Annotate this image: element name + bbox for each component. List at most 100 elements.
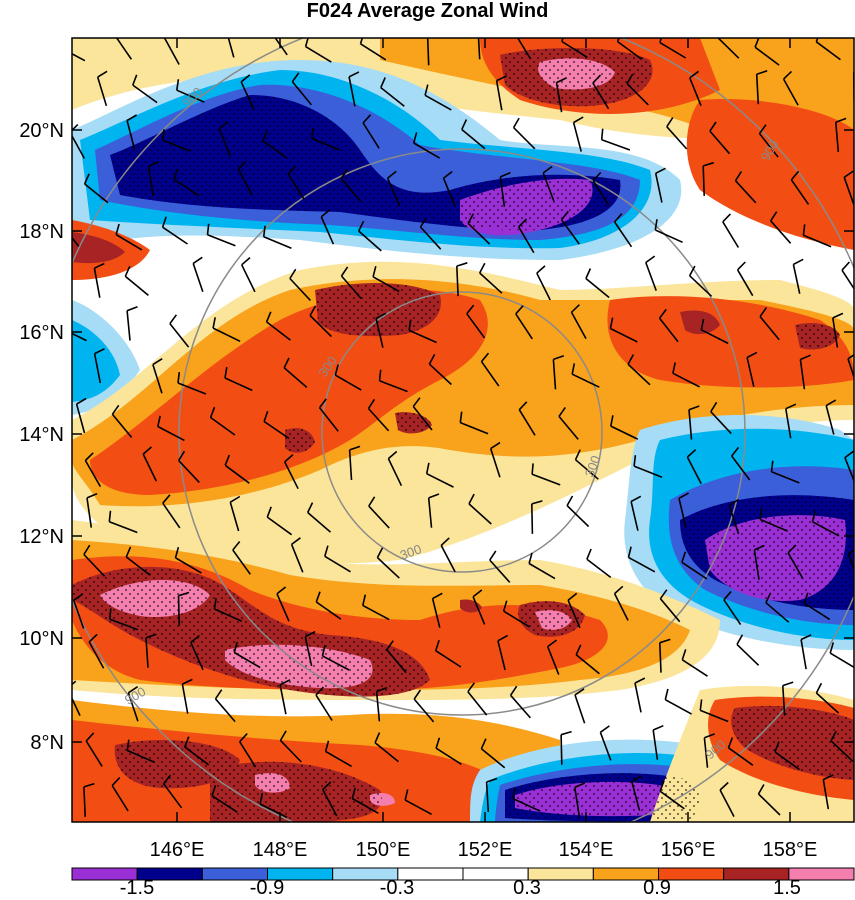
wind-barb-flag: [499, 171, 511, 178]
wind-barb: [259, 803, 288, 819]
wind-barb: [546, 646, 560, 675]
wind-barb: [375, 691, 381, 722]
plot-area: [58, 23, 854, 822]
wind-barb-flag: [283, 357, 290, 369]
wind-barb-flag: [468, 493, 475, 505]
wind-barb: [362, 122, 380, 149]
colorbar-label: -0.9: [250, 877, 284, 899]
ring-600km: [178, 148, 746, 716]
wind-barb-flag: [536, 265, 546, 274]
wind-barb: [111, 413, 133, 438]
wind-barb-flag: [757, 784, 765, 795]
wind-barb-flag: [567, 592, 578, 601]
wind-barb: [700, 709, 729, 723]
wind-barb-flag: [592, 171, 602, 182]
wind-barb-flag: [218, 121, 229, 130]
lat-tick-label: 20°N: [19, 120, 64, 142]
plot-frame: [71, 37, 855, 823]
colorbar-label: 0.3: [513, 877, 541, 899]
wind-barb: [147, 166, 154, 197]
wind-barb: [613, 593, 629, 621]
wind-barb: [263, 235, 292, 249]
wind-barb-flag: [226, 23, 236, 29]
wind-barb: [664, 698, 692, 715]
wind-barb-flag: [759, 508, 763, 520]
wind-barb: [847, 358, 854, 380]
wind-barb-flag: [613, 213, 623, 223]
wind-barb-flag: [654, 219, 658, 231]
wind-barb: [212, 327, 241, 343]
wind-barb-flag: [372, 266, 377, 277]
wind-barbs: [58, 23, 854, 819]
wind-barb: [560, 219, 580, 245]
wind-barb-flag: [378, 369, 382, 381]
wind-barb-flag: [528, 552, 533, 564]
wind-barb-flag: [304, 38, 309, 47]
wind-barb-flag: [72, 124, 79, 132]
wind-barb-flag: [291, 537, 301, 546]
wind-barb-flag: [263, 410, 269, 422]
wind-barb: [792, 264, 801, 294]
wind-barb-flag: [686, 449, 697, 458]
wind-barb: [489, 559, 511, 583]
wind-barb-flag: [320, 209, 331, 218]
wind-barb-flag: [309, 305, 317, 316]
wind-barb: [731, 455, 751, 481]
wind-barb: [86, 497, 93, 528]
wind-barb: [408, 329, 437, 344]
wind-barb: [109, 618, 139, 631]
wind-barb-flag: [754, 544, 765, 551]
wind-barb-flag: [782, 681, 794, 687]
wind-barb-flag: [466, 304, 475, 315]
lat-tick-label: 14°N: [19, 424, 64, 446]
wind-barb: [586, 558, 612, 579]
wind-barb: [404, 799, 432, 816]
wind-barb-flag: [126, 306, 138, 312]
wind-barb-flag: [58, 36, 61, 47]
wind-barb-flag: [279, 679, 291, 686]
wind-barb: [440, 545, 456, 573]
wind-barb: [428, 363, 452, 386]
wind-barb-flag: [178, 591, 190, 597]
wind-barb-flag: [709, 121, 717, 132]
wind-barb-flag: [224, 366, 228, 379]
wind-barb: [627, 363, 651, 386]
wind-barb-flag: [161, 129, 165, 141]
wind-barb: [771, 470, 800, 484]
wind-barb: [652, 729, 659, 760]
wind-barb: [413, 698, 435, 723]
wind-barb-flag: [627, 354, 635, 365]
wind-barb-flag: [376, 686, 388, 693]
wind-barb: [803, 234, 832, 248]
wind-barb: [659, 41, 687, 59]
wind-barb: [210, 416, 236, 436]
wind-barb: [461, 128, 486, 150]
wind-barb-flag: [262, 130, 268, 142]
wind-barb-flag: [182, 678, 193, 685]
lat-tick-label: 10°N: [19, 628, 64, 650]
wind-barb: [571, 373, 600, 388]
wind-barb: [263, 420, 290, 439]
wind-barb: [324, 555, 351, 573]
wind-barb: [736, 269, 754, 297]
wind-barb: [315, 601, 342, 620]
wind-barb-flag: [566, 495, 574, 506]
wind-barb-flag: [387, 170, 397, 179]
wind-barb-flag: [717, 28, 722, 38]
lat-tick-label: 18°N: [19, 221, 64, 243]
wind-barb-flag: [94, 262, 105, 269]
lat-tick-label: 12°N: [19, 526, 64, 548]
wind-barb-flag: [802, 224, 806, 236]
wind-barb: [734, 180, 757, 204]
wind-barb: [515, 313, 533, 340]
wind-barb-flag: [645, 255, 656, 264]
wind-barb: [728, 747, 754, 766]
wind-barb-flag: [183, 736, 190, 748]
wind-barb: [424, 94, 452, 111]
wind-barb-flag: [531, 500, 543, 505]
wind-barb-flag: [803, 592, 809, 604]
wind-barb-flag: [626, 73, 634, 85]
wind-barb: [460, 421, 489, 435]
wind-barb-flag: [412, 397, 421, 407]
wind-barb: [480, 361, 500, 387]
